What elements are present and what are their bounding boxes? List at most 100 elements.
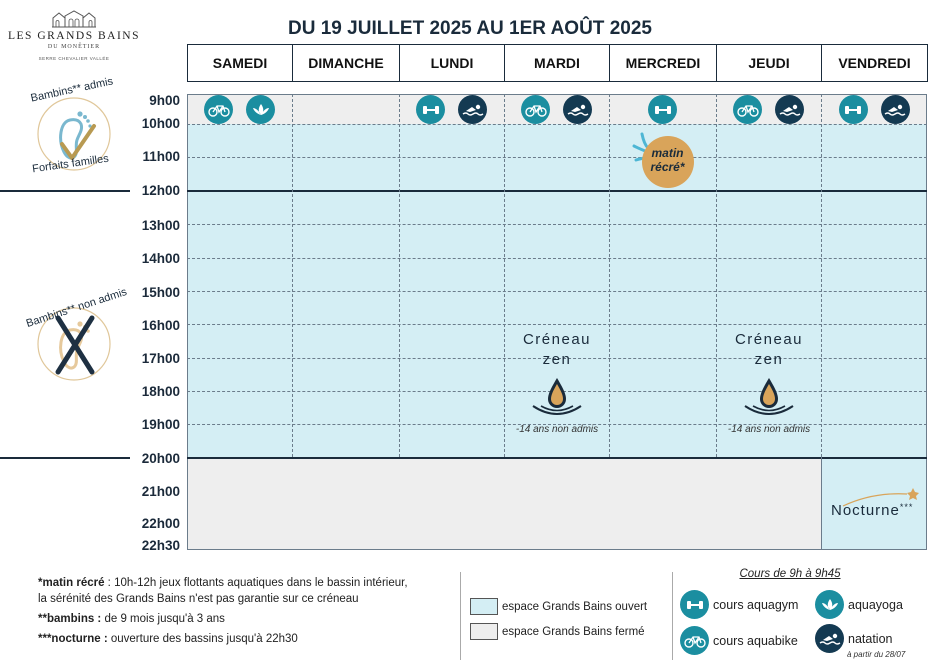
matin-recre-line1: matin <box>651 146 684 160</box>
time-label: 11h00 <box>142 149 180 164</box>
time-label: 15h00 <box>141 285 180 300</box>
building-logo-icon <box>52 10 96 28</box>
footnote-matin-recre-2: la sérénité des Grands Bains n'est pas g… <box>38 593 359 605</box>
footer-divider <box>460 572 461 660</box>
swimmer-icon <box>563 95 592 124</box>
dumbbell-icon <box>838 95 868 124</box>
time-label: 12h00 <box>141 183 180 198</box>
open-swatch <box>470 598 498 615</box>
nocturne-block: Nocturne*** <box>829 486 925 526</box>
dumbbell-icon <box>680 590 709 619</box>
bike-icon <box>521 95 550 124</box>
bike-icon <box>733 95 762 124</box>
hour-divider <box>187 258 927 259</box>
day-divider <box>821 94 822 457</box>
page-title: DU 19 JUILLET 2025 AU 1ER AOÛT 2025 <box>288 18 652 39</box>
footnote-bambins: **bambins : de 9 mois jusqu'à 3 ans <box>38 613 225 625</box>
day-divider <box>716 94 717 457</box>
day-header-jeudi: JEUDI <box>716 44 822 82</box>
course-natation: natation <box>815 624 892 653</box>
nocturne-open-zone <box>821 457 927 550</box>
nocturne-label: Nocturne*** <box>831 502 914 519</box>
noon-separator-line <box>0 190 130 192</box>
hour-divider <box>187 224 927 225</box>
natation-note: à partir du 28/07 <box>847 650 906 659</box>
time-label: 14h00 <box>141 251 180 266</box>
swimmer-icon <box>458 95 487 124</box>
day-divider <box>399 94 400 457</box>
evening-separator-line <box>0 457 130 459</box>
time-label: 22h00 <box>141 516 180 531</box>
time-label: 21h00 <box>141 484 180 499</box>
footer-divider <box>672 572 673 660</box>
bike-icon <box>204 95 233 124</box>
lotus-icon <box>815 590 844 619</box>
zen-subtitle: zen <box>754 351 784 368</box>
time-label: 10h00 <box>141 116 180 131</box>
day-header-dimanche: DIMANCHE <box>292 44 400 82</box>
legend-closed: espace Grands Bains fermé <box>470 623 647 640</box>
time-label: 19h00 <box>141 417 180 432</box>
time-label: 9h00 <box>149 93 180 108</box>
foot-crossed-icon <box>37 307 111 381</box>
time-label: 20h00 <box>141 451 180 466</box>
footnotes: *matin récré : 10h-12h jeux flottants aq… <box>38 575 408 647</box>
bike-icon <box>680 626 709 655</box>
zen-title: Créneau <box>522 331 592 348</box>
creneau-zen-block: Créneau zen -14 ans non admis <box>717 330 822 435</box>
course-aquabike: cours aquabike <box>680 626 798 655</box>
foot-check-icon <box>37 97 111 171</box>
footnote-nocturne: ***nocturne : ouverture des bassins jusq… <box>38 633 298 645</box>
closed-evening-zone <box>187 457 821 550</box>
nocturne-divider <box>821 457 822 550</box>
time-label: 18h00 <box>141 384 180 399</box>
matin-recre-line2: récré* <box>650 160 685 174</box>
swimmer-icon <box>815 624 844 653</box>
lotus-icon <box>246 95 275 124</box>
day-header-vendredi: VENDREDI <box>821 44 928 82</box>
hour-divider <box>187 157 927 158</box>
water-drop-icon <box>739 376 799 420</box>
creneau-zen-block: Créneau zen -14 ans non admis <box>505 330 610 435</box>
zen-subtitle: zen <box>542 351 572 368</box>
matin-recre-label: matin récré* <box>642 146 694 174</box>
evening-line <box>187 457 927 459</box>
matin-recre-badge: matin récré* <box>628 128 698 192</box>
day-header-lundi: LUNDI <box>399 44 505 82</box>
courses-title: Cours de 9h à 9h45 <box>739 568 841 580</box>
nocturne-mark: *** <box>899 502 914 512</box>
logo-subtitle: DU MONÊTIER <box>47 44 101 50</box>
logo: LES GRANDS BAINS DU MONÊTIER SERRE CHEVA… <box>4 10 144 61</box>
footnote-matin-recre: *matin récré : 10h-12h jeux flottants aq… <box>38 577 408 589</box>
bambins-non-admis-badge: Bambins** non admis <box>24 286 128 390</box>
water-drop-icon <box>527 376 587 420</box>
legend: espace Grands Bains ouvert espace Grands… <box>470 598 647 648</box>
courses-legend: Cours de 9h à 9h45 <box>680 568 930 580</box>
zen-age-note: -14 ans non admis <box>727 424 811 435</box>
hour-divider <box>187 324 927 325</box>
zen-title: Créneau <box>734 331 804 348</box>
time-label: 17h00 <box>141 351 180 366</box>
time-label: 22h30 <box>141 538 180 553</box>
day-header-mardi: MARDI <box>504 44 610 82</box>
course-aquayoga: aquayoga <box>815 590 903 619</box>
day-header-mercredi: MERCREDI <box>609 44 717 82</box>
zen-age-note: -14 ans non admis <box>515 424 599 435</box>
day-header-samedi: SAMEDI <box>187 44 293 82</box>
hour-divider <box>187 124 927 125</box>
swimmer-icon <box>880 95 910 124</box>
day-divider <box>609 94 610 457</box>
day-divider <box>504 94 505 457</box>
closed-swatch <box>470 623 498 640</box>
swimmer-icon <box>775 95 804 124</box>
day-divider <box>292 94 293 457</box>
hour-divider <box>187 424 927 425</box>
logo-name: LES GRANDS BAINS <box>8 30 140 42</box>
schedule-grid: SAMEDI DIMANCHE LUNDI MARDI MERCREDI JEUDI VEN… <box>187 44 928 550</box>
bambins-admis-badge: Bambins** admis Forfaits familles <box>28 75 124 184</box>
time-label: 16h00 <box>141 318 180 333</box>
noon-line <box>187 190 927 192</box>
time-label: 13h00 <box>141 218 180 233</box>
grid-frame <box>187 94 927 550</box>
course-aquagym: cours aquagym <box>680 590 798 619</box>
